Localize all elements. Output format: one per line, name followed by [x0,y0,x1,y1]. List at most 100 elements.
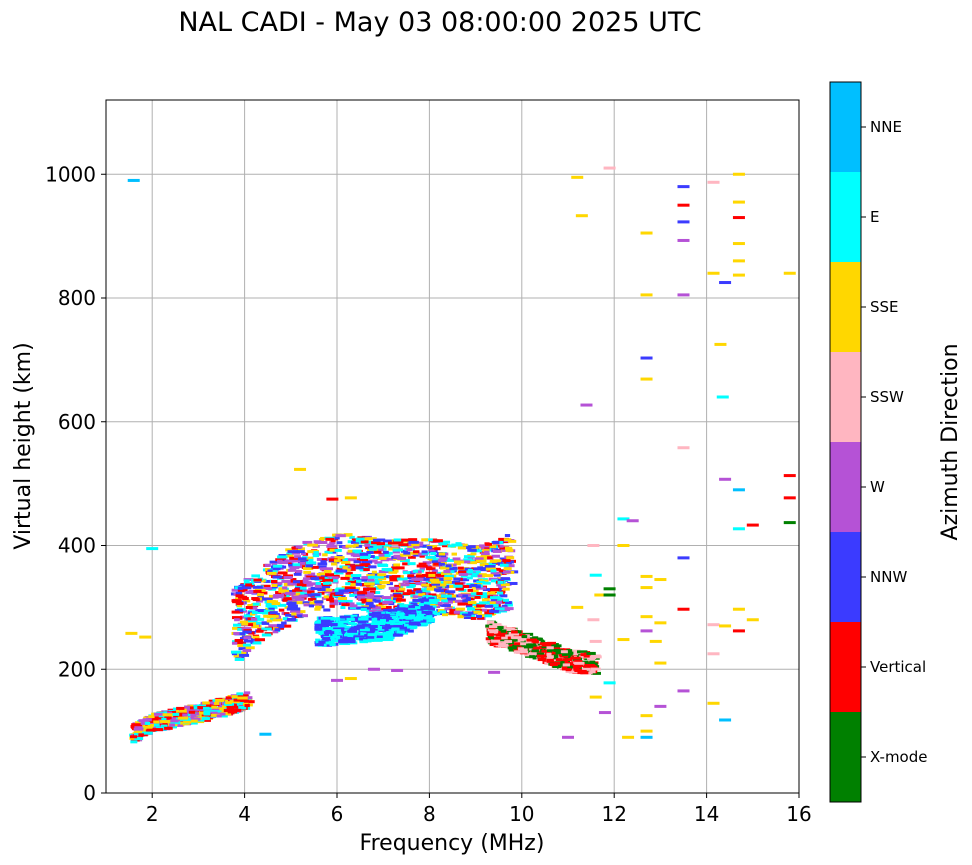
trace-mark [288,579,296,583]
trace-mark [303,603,311,607]
trace-mark [444,607,453,611]
trace-mark [318,538,325,542]
trace-mark [365,617,374,621]
echo-mark [714,342,727,346]
y-tick-label: 0 [83,781,96,805]
trace-mark [320,572,330,576]
trace-mark [489,609,499,613]
echo-mark [587,544,600,547]
trace-mark [203,712,211,716]
trace-mark [499,638,511,642]
trace-mark [371,614,381,618]
trace-mark [359,552,369,556]
trace-mark [498,537,510,541]
trace-mark [338,620,349,624]
trace-mark [325,537,335,541]
trace-mark [152,716,163,720]
trace-mark [329,643,336,647]
trace-mark [421,616,431,620]
trace-mark [392,597,399,601]
trace-mark [382,539,394,543]
trace-mark [489,596,501,600]
trace-mark [276,623,285,627]
trace-mark [206,704,212,708]
trace-mark [419,544,430,548]
trace-mark [352,576,361,580]
trace-mark [421,538,429,542]
trace-mark [320,574,329,578]
trace-mark [362,537,370,541]
trace-mark [501,632,510,636]
trace-mark [392,550,400,554]
trace-mark [296,550,305,554]
trace-mark [511,636,522,640]
trace-mark [275,558,284,562]
trace-mark [387,613,395,617]
echo-mark [331,678,343,682]
echo-mark [640,231,653,235]
trace-mark [220,712,232,716]
trace-mark [290,610,301,614]
trace-mark [241,622,249,626]
trace-mark [307,572,316,576]
trace-mark [497,580,504,584]
trace-mark [488,562,496,566]
trace-mark [303,570,312,574]
trace-mark [328,596,335,600]
trace-mark [528,652,537,656]
trace-mark [441,554,447,558]
trace-mark [419,554,425,558]
trace-mark [499,546,510,550]
trace-mark [391,575,401,579]
colorbar-tick-label: SSW [870,388,904,406]
trace-mark [301,581,312,585]
trace-mark [283,597,292,601]
trace-mark [366,598,373,602]
trace-mark [504,564,515,568]
trace-mark [476,580,486,584]
echo-mark [783,474,796,478]
trace-mark [403,629,414,633]
trace-mark [521,635,528,639]
trace-mark [431,573,442,577]
trace-mark [421,610,432,614]
trace-mark [294,586,305,590]
trace-mark [507,646,517,650]
trace-mark [498,569,506,573]
trace-mark [441,613,449,617]
trace-mark [188,721,198,725]
trace-mark [201,717,210,721]
echo-mark [326,497,339,501]
trace-mark [394,607,405,611]
trace-mark [322,626,334,630]
trace-mark [383,632,393,636]
trace-mark [269,611,278,615]
trace-mark [355,582,363,586]
trace-mark [282,617,289,621]
trace-mark [255,617,265,621]
trace-mark [419,604,430,608]
trace-mark [493,573,501,577]
trace-mark [242,649,252,653]
trace-mark [347,629,358,633]
trace-mark [277,571,288,575]
trace-mark [188,710,196,714]
trace-mark [371,570,377,574]
trace-mark [570,656,581,660]
trace-mark [143,731,153,735]
echo-mark [732,488,745,492]
trace-mark [490,569,497,573]
trace-mark [161,717,167,721]
trace-mark [353,625,365,629]
trace-mark [381,596,393,600]
trace-mark [347,549,356,553]
trace-mark [414,617,423,621]
trace-mark [359,557,369,561]
trace-mark [495,633,506,637]
trace-mark [439,558,448,562]
trace-mark [488,604,499,608]
trace-mark [297,557,307,561]
trace-mark [211,710,221,714]
trace-mark [262,597,273,601]
trace-mark [382,626,392,630]
